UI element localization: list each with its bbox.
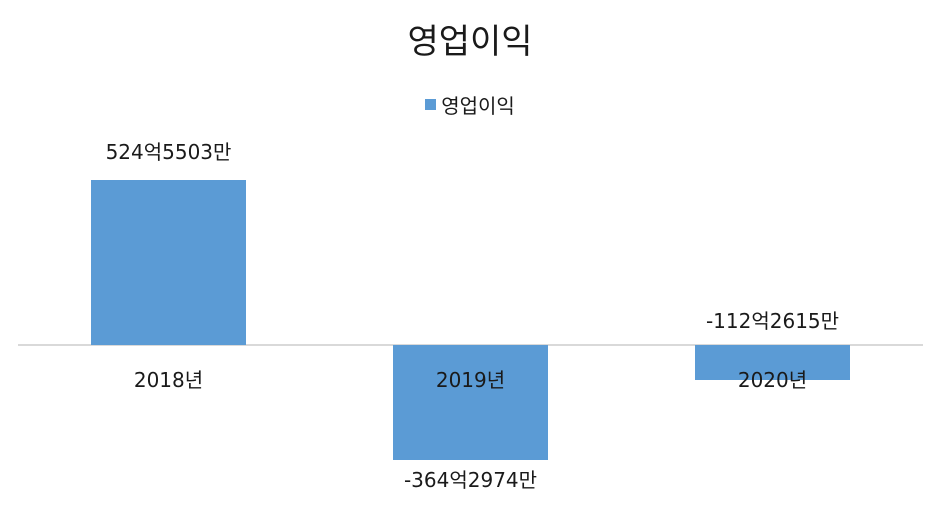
data-label: 524억5503만 (105, 140, 232, 164)
bar-1 (393, 345, 548, 460)
legend-swatch-icon (425, 99, 437, 110)
data-label: -364억2974만 (403, 467, 538, 492)
data-label: -112억2615만 (705, 309, 840, 333)
category-label: 2018년 (133, 368, 204, 392)
category-label: 2019년 (435, 368, 506, 392)
legend: 영업이익 (0, 90, 940, 119)
bar-2 (695, 345, 850, 381)
legend-label: 영업이익 (441, 94, 515, 118)
bar-0 (91, 180, 246, 345)
category-label: 2020년 (737, 368, 808, 392)
chart-title: 영업이익 (407, 22, 533, 62)
